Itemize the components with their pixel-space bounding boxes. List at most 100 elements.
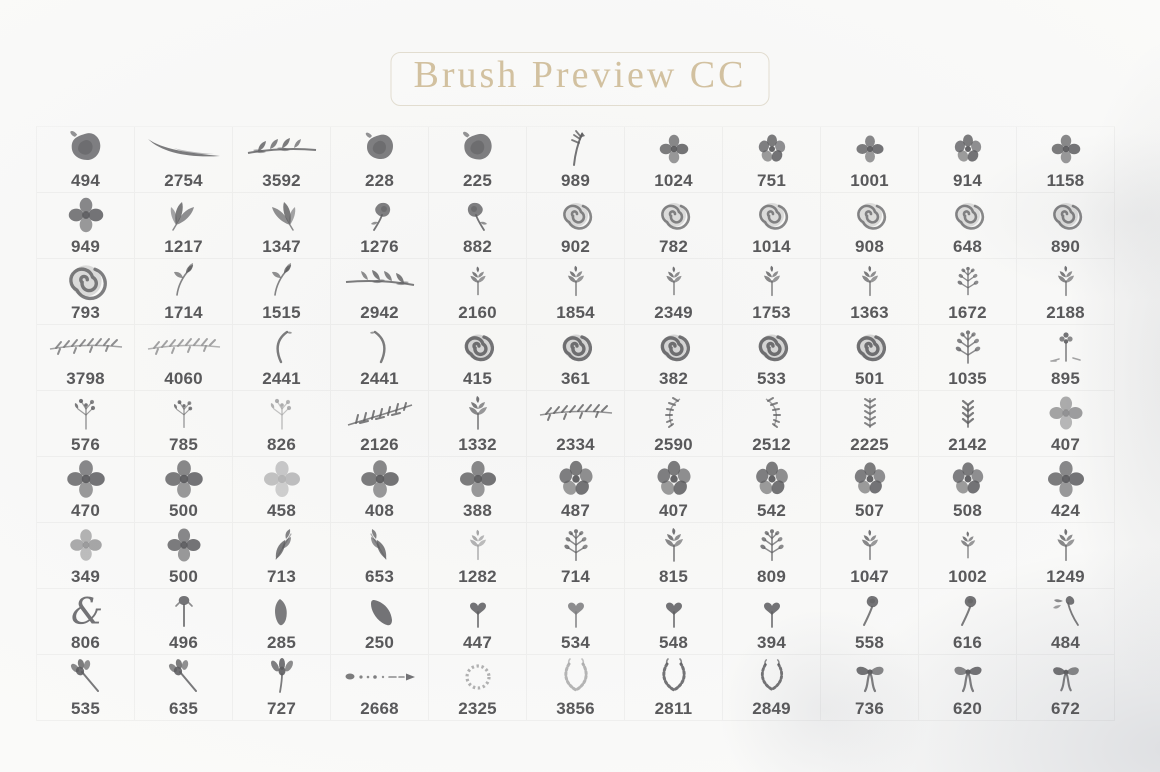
brush-cell: 576 xyxy=(37,391,135,457)
brush-icon-box xyxy=(556,260,596,302)
brush-number: 2349 xyxy=(654,303,693,322)
brush-icon-box xyxy=(262,260,302,302)
brush-cell: 806 xyxy=(37,589,135,655)
brush-icon-box xyxy=(752,392,792,434)
heartStem-brush-icon xyxy=(654,591,694,631)
brush-icon-box xyxy=(164,392,204,434)
brush-number: 616 xyxy=(953,633,982,652)
budStem-brush-icon xyxy=(164,591,204,631)
brush-icon-box xyxy=(262,194,302,236)
brush-number: 2126 xyxy=(360,435,399,454)
berrySprig-brush-icon xyxy=(66,393,106,433)
brush-cell: 1854 xyxy=(527,259,625,325)
brush-cell: 895 xyxy=(1017,325,1115,391)
brush-number: 1158 xyxy=(1046,171,1085,190)
brush-number: 908 xyxy=(855,237,884,256)
brush-number: 4060 xyxy=(164,369,203,388)
brush-cell: 494 xyxy=(37,127,135,193)
brush-icon-box xyxy=(850,128,890,170)
heartStem-brush-icon xyxy=(458,591,498,631)
brush-number: 487 xyxy=(561,501,590,520)
brush-icon-box xyxy=(340,656,420,698)
brush-number: 382 xyxy=(659,369,688,388)
brush-cell: 1515 xyxy=(233,259,331,325)
flower5-brush-icon xyxy=(551,454,601,504)
vineV-brush-icon xyxy=(850,393,890,433)
brush-cell: 648 xyxy=(919,193,1017,259)
brush-icon-box xyxy=(948,392,988,434)
brush-icon-box xyxy=(948,524,988,566)
brush-icon-box xyxy=(262,524,302,566)
brush-cell: 751 xyxy=(723,127,821,193)
brush-icon-box xyxy=(144,128,224,170)
brush-number: 1282 xyxy=(458,567,497,586)
brush-number: 534 xyxy=(561,633,590,652)
brush-cell: 672 xyxy=(1017,655,1115,721)
brush-number: 407 xyxy=(659,501,688,520)
brush-icon-box xyxy=(66,128,106,170)
brush-icon-box xyxy=(948,260,988,302)
brush-cell: 458 xyxy=(233,457,331,523)
brush-number: 447 xyxy=(463,633,492,652)
brush-icon-box xyxy=(164,260,204,302)
flower4-brush-icon xyxy=(258,455,306,503)
brush-number: 890 xyxy=(1051,237,1080,256)
brush-cell: 507 xyxy=(821,457,919,523)
brush-cell: 534 xyxy=(527,589,625,655)
brush-icon-box xyxy=(242,128,322,170)
branchH-brush-icon xyxy=(340,261,420,301)
brush-number: 2188 xyxy=(1046,303,1085,322)
brush-cell: 1047 xyxy=(821,523,919,589)
brush-number: 620 xyxy=(953,699,982,718)
brush-number: 2811 xyxy=(654,699,693,718)
brush-cell: 2754 xyxy=(135,127,233,193)
brush-cell: 908 xyxy=(821,193,919,259)
swoosh-brush-icon xyxy=(144,129,224,169)
brush-icon-box xyxy=(360,458,400,500)
vineH-brush-icon xyxy=(46,327,126,367)
brush-cell: 3856 xyxy=(527,655,625,721)
roseStem-brush-icon xyxy=(948,591,988,631)
brush-number: 1024 xyxy=(654,171,693,190)
brush-cell: 736 xyxy=(821,655,919,721)
berrySprig-brush-icon xyxy=(166,395,202,431)
brush-icon-box xyxy=(1046,524,1086,566)
flower5-brush-icon xyxy=(948,129,988,169)
brush-cell: 1014 xyxy=(723,193,821,259)
budLeafStem-brush-icon xyxy=(1046,591,1086,631)
brush-number: 809 xyxy=(757,567,786,586)
poppy-brush-icon xyxy=(360,195,400,235)
brush-number: 902 xyxy=(561,237,590,256)
brush-number: 1854 xyxy=(556,303,595,322)
brush-number: 501 xyxy=(855,369,884,388)
brush-icon-box xyxy=(66,656,106,698)
brush-number: 1217 xyxy=(164,237,203,256)
brush-number: 3798 xyxy=(66,369,105,388)
brush-cell: 228 xyxy=(331,127,429,193)
brush-icon-box xyxy=(752,458,792,500)
brush-icon-box xyxy=(66,194,106,236)
brush-number: 394 xyxy=(757,633,786,652)
brush-cell: 714 xyxy=(527,523,625,589)
sprigV-brush-icon xyxy=(754,263,790,299)
brush-cell: 1347 xyxy=(233,193,331,259)
brush-cell: 548 xyxy=(625,589,723,655)
brush-icon-box xyxy=(850,656,890,698)
blob-brush-icon xyxy=(360,129,400,169)
brush-cell: 1276 xyxy=(331,193,429,259)
roseSolid-brush-icon xyxy=(556,327,596,367)
flower4-brush-icon xyxy=(61,454,111,504)
brush-icon-box xyxy=(850,458,890,500)
brush-number: 2441 xyxy=(262,369,301,388)
brush-cell: 1217 xyxy=(135,193,233,259)
leaves-brush-icon xyxy=(262,525,302,565)
brush-cell: 285 xyxy=(233,589,331,655)
roseStem-brush-icon xyxy=(850,591,890,631)
brush-icon-box xyxy=(360,524,400,566)
wreath-brush-icon xyxy=(458,657,498,697)
fernDiag-brush-icon xyxy=(340,393,420,433)
brush-icon-box xyxy=(752,656,792,698)
brush-number: 1347 xyxy=(262,237,301,256)
sprigV-brush-icon xyxy=(460,527,496,563)
brush-cell: 914 xyxy=(919,127,1017,193)
